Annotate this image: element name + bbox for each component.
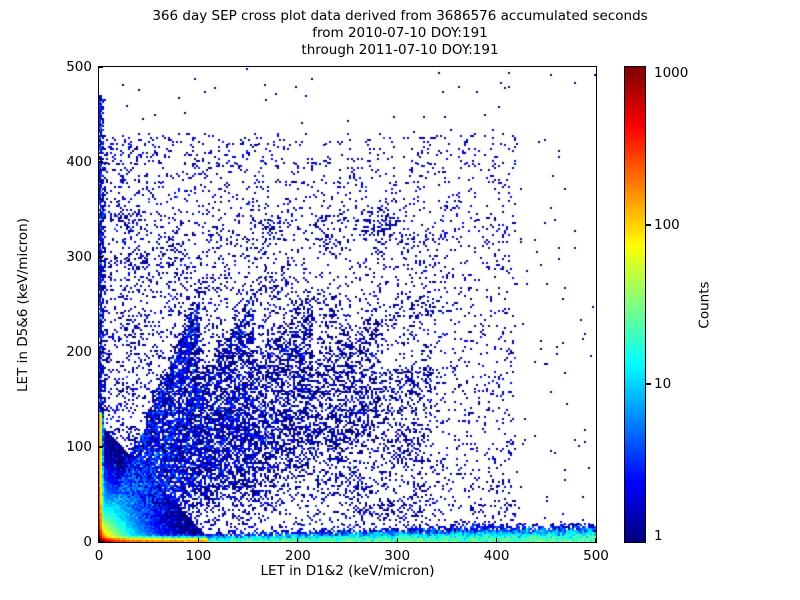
x-tick-label: 500	[583, 548, 609, 564]
colorbar-tick-label: 1	[654, 528, 663, 544]
y-tick-mark	[98, 256, 103, 258]
y-tick-mark	[98, 351, 103, 353]
y-tick-mark	[98, 161, 103, 163]
colorbar-tick-mark	[646, 224, 651, 226]
plot-title: 366 day SEP cross plot data derived from…	[0, 8, 800, 59]
y-tick-label: 500	[66, 59, 92, 75]
x-tick-mark	[595, 538, 597, 543]
plot-title-line-3: through 2011-07-10 DOY:191	[301, 42, 499, 58]
colorbar-tick-mark	[646, 383, 651, 385]
y-tick-label: 200	[66, 344, 92, 360]
colorbar-tick-label: 100	[654, 217, 680, 233]
plot-title-line-1: 366 day SEP cross plot data derived from…	[152, 8, 648, 24]
colorbar-tick-label: 10	[654, 376, 672, 392]
colorbar-tick-label: 1000	[654, 65, 689, 81]
x-tick-label: 100	[185, 548, 212, 564]
x-tick-mark	[297, 538, 299, 543]
colorbar-gradient	[625, 67, 645, 542]
y-axis-label: LET in D5&6 (keV/micron)	[13, 66, 33, 543]
x-tick-label: 200	[284, 548, 311, 564]
y-tick-mark	[98, 446, 103, 448]
plot-title-line-2: from 2010-07-10 DOY:191	[312, 25, 488, 41]
plot-area	[98, 66, 597, 543]
y-tick-label: 100	[66, 439, 92, 455]
x-tick-mark	[197, 538, 200, 543]
y-tick-label: 0	[83, 534, 92, 550]
y-tick-label: 300	[66, 249, 92, 265]
y-tick-mark	[98, 66, 103, 68]
colorbar	[624, 66, 646, 543]
x-tick-label: 300	[384, 548, 411, 564]
colorbar-label-text: Counts	[697, 280, 713, 329]
y-tick-mark	[98, 541, 103, 543]
x-tick-label: 400	[483, 548, 510, 564]
density-scatter-plot	[99, 67, 596, 542]
x-tick-label: 0	[94, 548, 104, 564]
x-axis-label: LET in D1&2 (keV/micron)	[260, 563, 435, 579]
y-axis-label-text: LET in D5&6 (keV/micron)	[15, 217, 31, 392]
x-tick-mark	[98, 538, 100, 543]
x-tick-mark	[396, 538, 398, 543]
y-tick-label: 400	[66, 154, 92, 170]
colorbar-label: Counts	[694, 66, 716, 543]
x-tick-mark	[495, 538, 498, 543]
